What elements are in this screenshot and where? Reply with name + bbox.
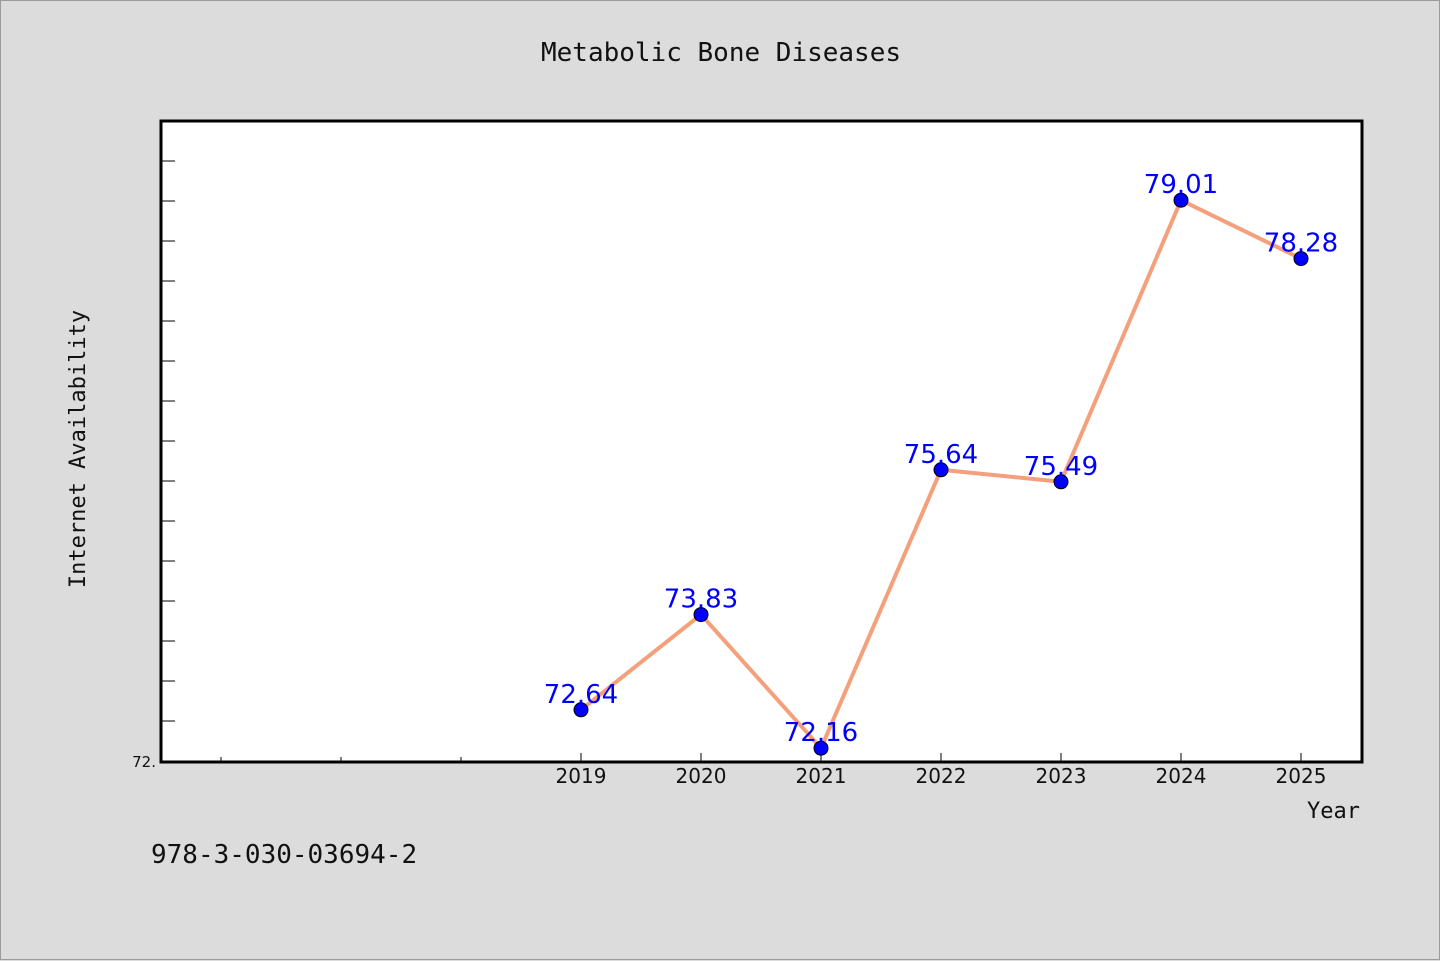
y-axis-label: Internet Availability bbox=[66, 310, 91, 588]
data-label: 78.28 bbox=[1264, 229, 1338, 259]
plot-area bbox=[159, 119, 1364, 764]
x-tick-label: 2023 bbox=[1036, 764, 1087, 788]
data-label: 75.49 bbox=[1024, 452, 1098, 482]
x-tick-label: 2024 bbox=[1156, 764, 1207, 788]
data-label: 72.16 bbox=[784, 718, 858, 748]
x-axis: 2019 2020 2021 2022 2023 2024 2025 bbox=[220, 753, 1327, 788]
data-point bbox=[693, 607, 709, 623]
y-axis bbox=[161, 160, 175, 722]
data-point bbox=[813, 740, 829, 756]
y-tick-label: 72. bbox=[132, 753, 156, 771]
data-point bbox=[573, 702, 589, 718]
x-tick-label: 2022 bbox=[916, 764, 967, 788]
data-labels: 72.64 73.83 72.16 75.64 75.49 79.01 78.28 bbox=[544, 170, 1338, 748]
data-label: 75.64 bbox=[904, 440, 978, 470]
x-tick-label: 2020 bbox=[676, 764, 727, 788]
data-point bbox=[1173, 192, 1189, 208]
x-tick-label: 2025 bbox=[1276, 764, 1327, 788]
x-axis-label: Year bbox=[1307, 799, 1360, 824]
footnote-isbn: 978-3-030-03694-2 bbox=[151, 840, 417, 870]
x-tick-label: 2021 bbox=[796, 764, 847, 788]
data-label: 79.01 bbox=[1144, 170, 1218, 200]
chart-title: Metabolic Bone Diseases bbox=[541, 38, 901, 68]
x-tick-label: 2019 bbox=[556, 764, 607, 788]
data-point bbox=[933, 462, 949, 478]
data-label: 72.64 bbox=[544, 680, 618, 710]
series-markers bbox=[573, 192, 1309, 756]
data-label: 73.83 bbox=[664, 585, 738, 615]
data-point bbox=[1053, 474, 1069, 490]
data-point bbox=[1293, 251, 1309, 267]
